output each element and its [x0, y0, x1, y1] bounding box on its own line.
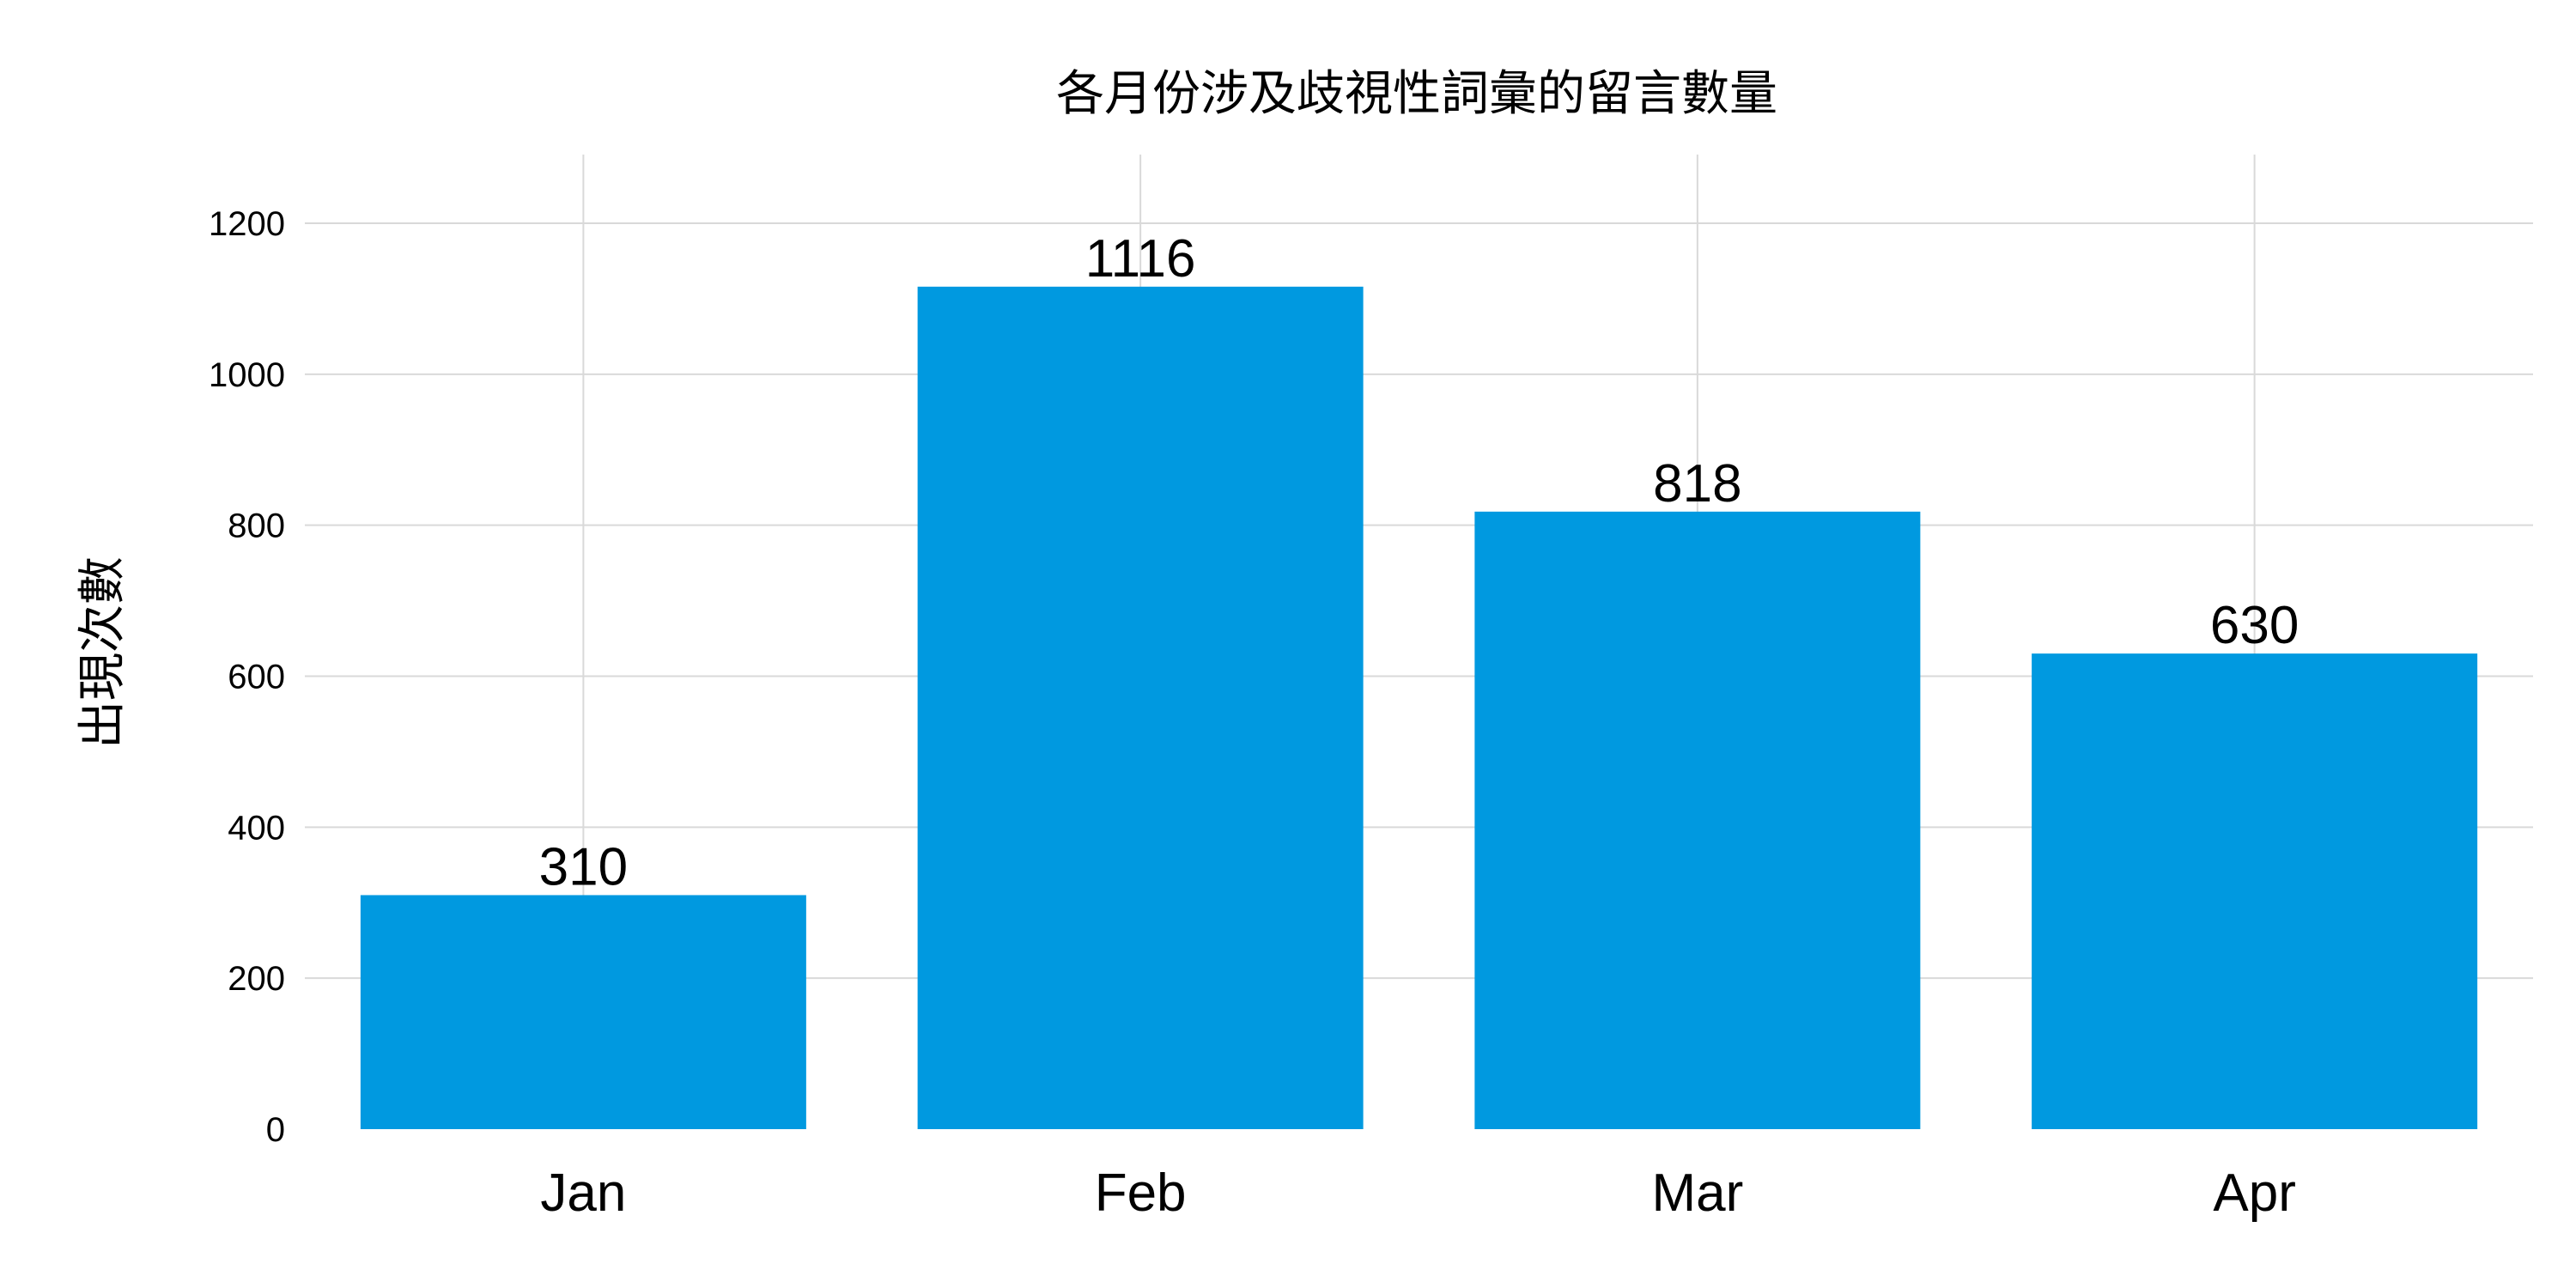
y-axis-label: 出現次數 — [75, 556, 131, 749]
bar-feb — [917, 286, 1364, 1130]
y-tick-label: 1000 — [209, 356, 285, 394]
x-tick-label: Mar — [1651, 1163, 1743, 1223]
y-tick-label: 400 — [228, 809, 285, 847]
label-layer: 0 200 400 600 800 1000 1200 310 Jan 1116 Feb 818 Mar… — [209, 205, 2299, 1223]
y-tick-label: 0 — [266, 1111, 285, 1149]
x-tick-label: Feb — [1095, 1163, 1187, 1223]
bar-mar — [1474, 511, 1921, 1129]
y-tick-label: 600 — [228, 659, 285, 696]
data-label: 630 — [2210, 596, 2299, 655]
data-label: 1116 — [1085, 229, 1196, 289]
y-tick-label: 200 — [228, 960, 285, 998]
x-tick-label: Apr — [2213, 1163, 2295, 1223]
y-tick-label: 800 — [228, 507, 285, 545]
bar-jan — [360, 895, 806, 1129]
bar-apr — [2032, 653, 2478, 1129]
y-tick-label: 1200 — [209, 205, 285, 243]
x-tick-label: Jan — [540, 1163, 626, 1223]
bar-layer — [360, 286, 2478, 1130]
chart-title: 各月份涉及歧視性詞彙的留言數量 — [1056, 66, 1777, 122]
data-label: 310 — [539, 837, 628, 896]
data-label: 818 — [1653, 454, 1741, 513]
